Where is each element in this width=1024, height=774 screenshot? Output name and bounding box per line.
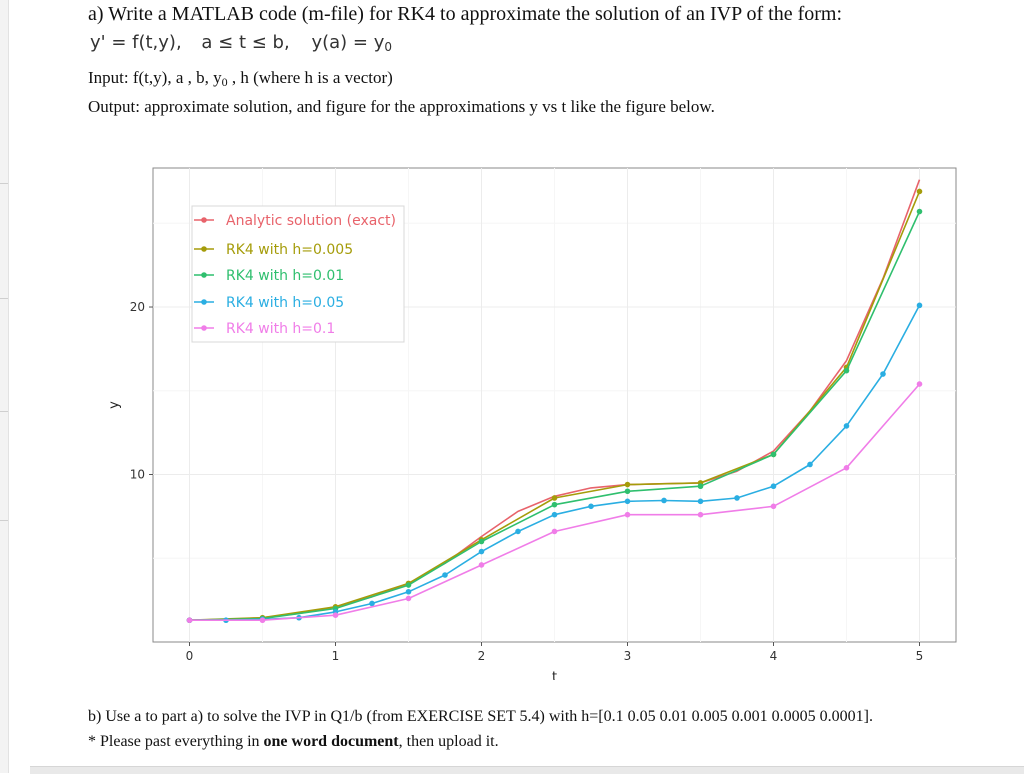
data-point <box>916 188 923 195</box>
data-point <box>770 503 777 510</box>
x-axis-label: t <box>552 670 557 680</box>
data-point <box>478 538 485 545</box>
data-point <box>843 367 850 374</box>
gutter-mark <box>0 520 8 521</box>
legend-key-marker <box>201 325 207 331</box>
x-tick-label: 1 <box>332 649 340 663</box>
ivp-formula: y' = f(t,y), a ≤ t ≤ b, y(a) = y0 <box>90 32 398 54</box>
input-description: Input: f(t,y), a , b, y0 , h (where h is… <box>88 68 393 90</box>
data-point <box>843 465 850 471</box>
x-tick-label: 5 <box>916 649 924 663</box>
data-point <box>551 501 558 508</box>
y-tick-label: 20 <box>130 300 145 314</box>
legend-key-marker <box>201 272 207 278</box>
data-point <box>405 588 412 595</box>
legend-box <box>191 205 405 343</box>
data-point <box>843 423 850 429</box>
note-bold: one word document <box>263 733 399 750</box>
data-point <box>916 302 923 309</box>
legend-label: RK4 with h=0.05 <box>226 295 344 311</box>
rk4-approximation-chart: 0 1 2 3 4 5 10 20 t y Analytic solution (exact) RK4… <box>107 167 957 680</box>
x-tick-label: 3 <box>624 649 632 663</box>
data-point <box>405 595 412 602</box>
legend-key-marker <box>201 217 207 223</box>
data-point <box>624 488 631 495</box>
data-point <box>515 528 521 535</box>
legend-label: RK4 with h=0.005 <box>226 242 353 258</box>
data-point <box>551 511 558 518</box>
legend-label: RK4 with h=0.1 <box>226 321 335 337</box>
data-point <box>697 511 704 518</box>
data-point <box>369 600 375 607</box>
y-axis-label: y <box>107 401 122 409</box>
data-point <box>478 562 485 568</box>
data-point <box>624 511 631 518</box>
x-tick-label: 4 <box>770 649 778 663</box>
data-point <box>551 495 558 501</box>
legend-key-marker <box>201 299 207 305</box>
data-point <box>551 528 558 535</box>
data-point <box>442 572 448 578</box>
x-tick-label: 0 <box>186 649 194 663</box>
submission-note: * Please past everything in one word doc… <box>88 733 499 751</box>
y-tick-label: 10 <box>130 468 145 482</box>
data-point <box>405 582 412 588</box>
formula-interval: a ≤ t ≤ b, <box>201 32 290 53</box>
gutter-mark <box>0 183 8 184</box>
horizontal-scrollbar[interactable] <box>30 766 1024 774</box>
data-point <box>624 498 631 505</box>
data-point <box>697 498 704 505</box>
x-tick-label: 2 <box>478 649 486 663</box>
data-point <box>880 371 886 377</box>
data-point <box>916 381 923 387</box>
data-point <box>588 503 594 510</box>
formula-initial: y(a) = y <box>311 32 385 53</box>
data-point <box>624 481 631 488</box>
question-title: a) Write a MATLAB code (m-file) for RK4 … <box>88 3 843 25</box>
data-point <box>770 451 777 458</box>
output-description: Output: approximate solution, and figure… <box>88 97 715 116</box>
part-b-question: b) Use a to part a) to solve the IVP in … <box>88 708 873 725</box>
input-prefix: Input: f(t,y), a , b, y <box>88 68 222 87</box>
data-point <box>697 483 704 490</box>
data-point <box>807 461 813 468</box>
data-point <box>478 548 485 555</box>
data-point <box>259 617 266 624</box>
input-subscript: 0 <box>221 75 228 89</box>
formula-ode: y' = f(t,y), <box>90 32 182 53</box>
data-point <box>661 497 667 504</box>
note-prefix: * Please past everything in <box>88 733 264 750</box>
data-point <box>186 617 193 624</box>
legend-label: Analytic solution (exact) <box>226 213 396 229</box>
data-point <box>916 208 923 215</box>
input-suffix: , h (where h is a vector) <box>227 68 393 87</box>
data-point <box>332 612 339 619</box>
formula-initial-subscript: 0 <box>384 40 392 54</box>
legend-key-marker <box>201 246 207 252</box>
gutter-mark <box>0 298 8 299</box>
left-scroll-gutter[interactable] <box>0 0 9 773</box>
data-point <box>770 483 777 490</box>
data-point <box>734 495 740 501</box>
legend-label: RK4 with h=0.01 <box>226 268 344 284</box>
note-suffix: , then upload it. <box>398 733 499 750</box>
gutter-mark <box>0 411 8 412</box>
